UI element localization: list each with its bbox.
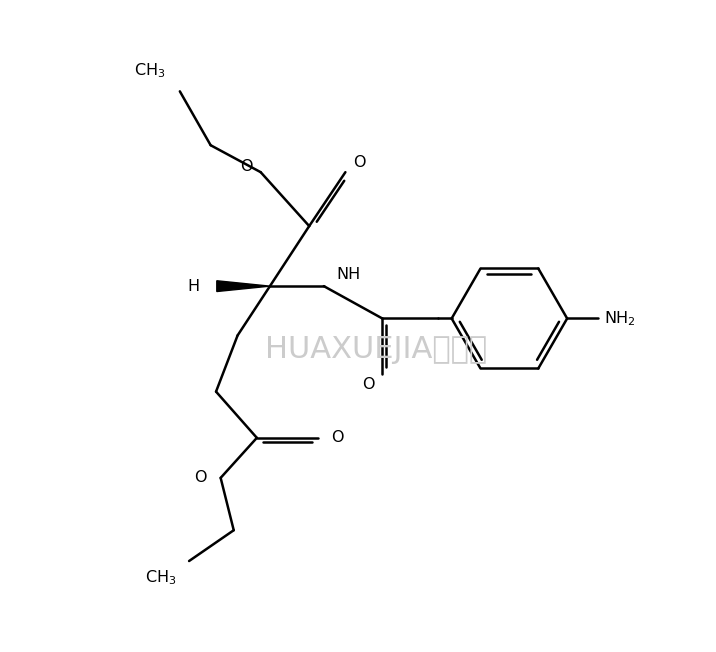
Text: CH$_3$: CH$_3$ [135,61,166,80]
Text: O: O [331,430,343,445]
Text: O: O [362,378,374,393]
Text: NH$_2$: NH$_2$ [604,309,636,328]
Text: HUAXUEJIA化学加: HUAXUEJIA化学加 [265,334,488,364]
Polygon shape [217,281,270,291]
Text: CH$_3$: CH$_3$ [145,569,177,587]
Text: H: H [188,278,200,293]
Text: O: O [194,470,207,485]
Text: NH: NH [336,267,360,282]
Text: O: O [241,158,253,173]
Text: O: O [353,155,365,170]
